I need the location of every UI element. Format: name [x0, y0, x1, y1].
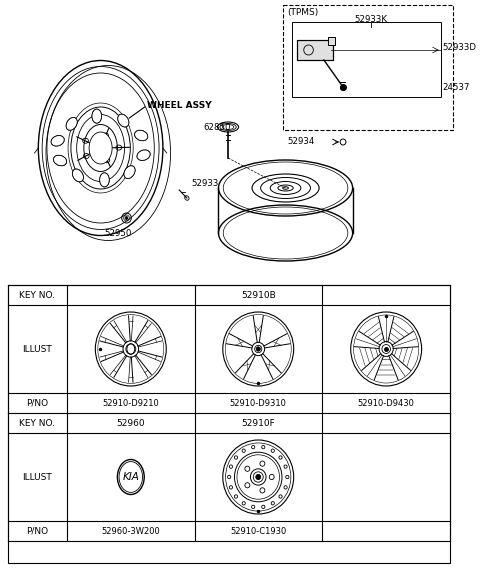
Bar: [292, 22, 441, 97]
Ellipse shape: [118, 114, 129, 127]
Ellipse shape: [66, 117, 77, 130]
Ellipse shape: [51, 136, 64, 146]
Text: 52910-C1930: 52910-C1930: [230, 527, 287, 535]
Text: KEY NO.: KEY NO.: [19, 418, 55, 428]
Text: 52910B: 52910B: [241, 291, 276, 299]
Ellipse shape: [134, 131, 148, 141]
Text: 52934: 52934: [288, 137, 315, 146]
Text: 52950: 52950: [104, 229, 132, 238]
Circle shape: [125, 217, 128, 219]
Text: 52910-D9210: 52910-D9210: [102, 398, 159, 408]
Text: P/NO: P/NO: [26, 527, 48, 535]
Ellipse shape: [96, 141, 106, 155]
Bar: [328, 37, 336, 45]
Ellipse shape: [53, 155, 67, 166]
Text: KIA: KIA: [122, 472, 139, 482]
Text: 52910F: 52910F: [241, 418, 275, 428]
Ellipse shape: [137, 150, 150, 160]
Text: ILLUST: ILLUST: [23, 344, 52, 353]
Bar: [8, 285, 450, 563]
Bar: [328, 37, 336, 45]
Text: P/NO: P/NO: [26, 398, 48, 408]
Text: 52933: 52933: [192, 178, 219, 188]
Text: (TPMS): (TPMS): [288, 9, 319, 18]
Text: WHEEL ASSY: WHEEL ASSY: [146, 100, 211, 109]
Ellipse shape: [100, 173, 109, 187]
Text: KEY NO.: KEY NO.: [19, 291, 55, 299]
Text: 52960: 52960: [117, 418, 145, 428]
Ellipse shape: [89, 132, 112, 164]
Text: 52960-3W200: 52960-3W200: [101, 527, 160, 535]
Circle shape: [126, 344, 136, 354]
Ellipse shape: [72, 169, 84, 182]
Text: 52933D: 52933D: [443, 43, 477, 51]
Circle shape: [255, 345, 262, 353]
Bar: [297, 40, 334, 60]
Text: 52910-D9310: 52910-D9310: [230, 398, 287, 408]
Circle shape: [256, 347, 260, 351]
Text: 62850: 62850: [203, 124, 231, 132]
Text: ILLUST: ILLUST: [23, 473, 52, 482]
Text: 24537: 24537: [443, 83, 470, 92]
Text: 52933K: 52933K: [355, 15, 388, 25]
Circle shape: [382, 344, 390, 353]
Circle shape: [256, 474, 261, 479]
Ellipse shape: [92, 109, 102, 123]
Ellipse shape: [124, 166, 135, 178]
Bar: [297, 40, 334, 60]
Text: 52910-D9430: 52910-D9430: [358, 398, 415, 408]
Bar: [283, 5, 453, 130]
